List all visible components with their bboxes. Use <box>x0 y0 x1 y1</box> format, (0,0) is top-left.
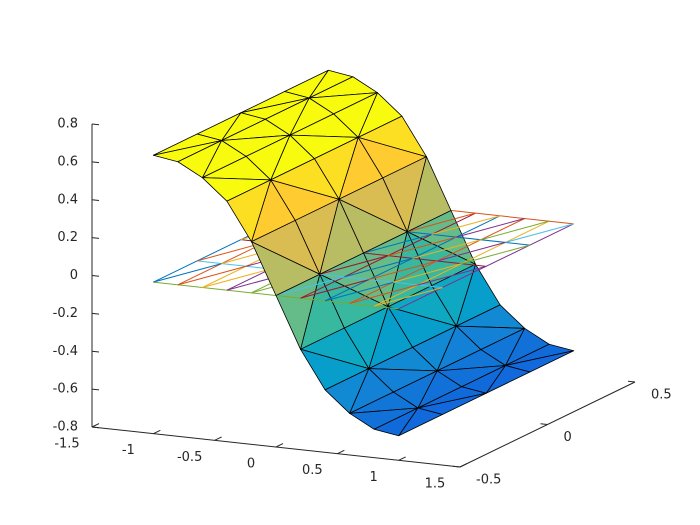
z-tick-label: 0.6 <box>57 154 78 169</box>
plane-line <box>349 284 419 304</box>
y-tick-label: 0.5 <box>651 388 672 403</box>
z-tick <box>91 388 100 391</box>
plane-line <box>363 233 432 254</box>
plane-line <box>275 276 345 296</box>
x-tick <box>214 436 222 441</box>
plane-line <box>387 236 457 257</box>
x-tick-label: 1.5 <box>425 477 446 492</box>
plane-line <box>153 263 222 283</box>
z-tick-label: 0.2 <box>57 230 78 245</box>
y-tick-label: 0 <box>564 430 572 445</box>
plane-line <box>177 265 247 286</box>
z-tick <box>91 199 100 202</box>
plane-line <box>456 218 525 238</box>
x-tick <box>275 443 284 448</box>
z-tick-label: -0.8 <box>53 420 78 435</box>
y-tick <box>627 380 636 383</box>
plane-line <box>393 263 462 283</box>
y-tick <box>452 465 461 468</box>
plane-line <box>407 212 476 233</box>
z-tick-label: 0.4 <box>57 192 78 207</box>
surface-face <box>226 179 272 243</box>
x-tick-label: -0.5 <box>177 450 202 465</box>
z-tick <box>91 275 100 277</box>
plane-line <box>300 279 369 299</box>
z-tick <box>91 312 100 315</box>
plane-line <box>324 281 394 302</box>
x-tick <box>91 423 100 428</box>
plane-line <box>368 260 438 281</box>
surface-face <box>251 241 321 296</box>
plane-line <box>344 257 413 278</box>
z-tick <box>91 350 100 353</box>
plane-line <box>505 223 574 243</box>
plane-line <box>431 215 501 235</box>
plane-line <box>319 255 389 275</box>
x-tick <box>398 456 406 461</box>
plane-line <box>461 244 531 265</box>
plane-line <box>412 239 481 259</box>
z-tick-label: -0.4 <box>53 344 78 359</box>
z-tick-label: -0.6 <box>53 382 78 397</box>
y-tick <box>540 423 548 425</box>
plane-line <box>374 287 443 307</box>
plane-line <box>202 268 271 288</box>
surface-face <box>373 407 419 437</box>
surface-face <box>324 368 370 414</box>
z-tick-label: 0.8 <box>57 117 78 132</box>
surface-face <box>177 140 223 179</box>
z-tick-label: 0 <box>70 268 78 283</box>
x-tick-label: 1 <box>370 470 378 485</box>
plane-line <box>417 265 487 286</box>
y-tick-label: -0.5 <box>476 473 501 488</box>
plane-line <box>398 223 574 310</box>
x-tick <box>153 429 161 435</box>
x-tick-label: 0.5 <box>302 463 323 478</box>
x-tick-label: -1.5 <box>54 437 79 452</box>
z-tick <box>91 161 100 164</box>
x-tick <box>337 449 345 455</box>
z-tick <box>91 123 100 126</box>
plane-line <box>436 241 506 262</box>
x-tick-label: 0 <box>247 457 255 472</box>
x-tick-label: -1 <box>122 443 135 458</box>
z-tick-label: -0.2 <box>53 306 78 321</box>
z-tick <box>91 237 100 239</box>
plane-line <box>480 220 550 241</box>
